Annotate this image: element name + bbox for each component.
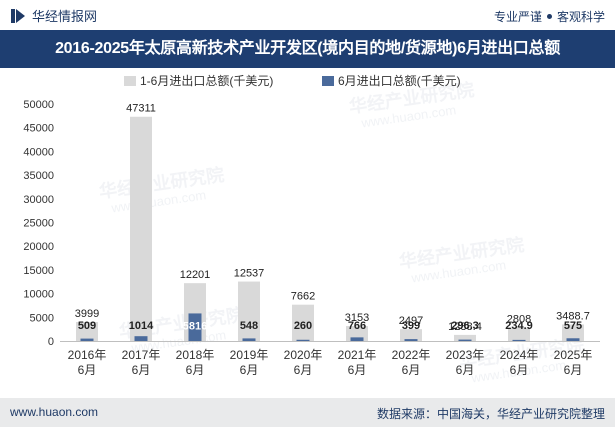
y-tick-label: 40000 (23, 146, 54, 158)
data-label-cumulative: 2808 (507, 314, 531, 326)
x-tick-label: 6月 (456, 363, 475, 377)
data-label-cumulative: 7662 (291, 291, 315, 303)
bar-monthly (242, 338, 256, 341)
x-tick-label: 6月 (564, 363, 583, 377)
title-bar: 2016-2025年太原高新技术产业开发区(境内目的地/货源地)6月进出口总额 (0, 30, 615, 68)
bar-cumulative (76, 322, 98, 341)
footer-source: 数据来源：中国海关，华经产业研究院整理 (376, 407, 605, 421)
data-label-cumulative: 12537 (234, 268, 265, 280)
y-tick-label: 15000 (23, 265, 54, 277)
x-tick-label: 6月 (240, 363, 259, 377)
data-label-monthly: 1014 (129, 320, 154, 332)
data-label-monthly: 234.9 (505, 320, 533, 332)
footer-bar: www.huaon.com 数据来源：中国海关，华经产业研究院整理 (0, 398, 615, 427)
legend-swatch (124, 76, 136, 86)
x-tick-label: 2021年 (338, 348, 377, 362)
x-tick-label: 2022年 (392, 348, 431, 362)
data-label-monthly: 296.3 (451, 320, 479, 332)
bar-cumulative (508, 327, 530, 341)
x-tick-label: 6月 (78, 363, 97, 377)
bar-chart: 华经产业研究院www.huaon.com华经产业研究院www.huaon.com… (23, 74, 600, 386)
y-tick-label: 20000 (23, 241, 54, 253)
bar-monthly (134, 336, 148, 341)
bar-cumulative (400, 329, 422, 341)
x-tick-label: 2016年 (68, 348, 107, 362)
x-tick-label: 2018年 (176, 348, 215, 362)
data-label-monthly: 260 (294, 320, 312, 332)
data-label-cumulative: 3488.7 (556, 310, 590, 322)
separator-dot-icon (546, 14, 552, 19)
bar-monthly (404, 339, 418, 341)
brand-name: 华经情报网 (32, 9, 98, 24)
bar-cumulative (292, 304, 314, 341)
data-label-cumulative: 3999 (75, 308, 99, 320)
data-label-monthly: 5816 (183, 320, 207, 332)
bar-cumulative (562, 324, 584, 341)
y-tick-label: 0 (48, 336, 54, 348)
x-tick-label: 2025年 (554, 348, 593, 362)
y-tick-label: 25000 (23, 218, 54, 230)
data-label-cumulative: 3153 (345, 312, 369, 324)
data-label-monthly: 548 (240, 320, 258, 332)
bar-monthly (566, 338, 580, 341)
x-tick-label: 6月 (348, 363, 367, 377)
x-tick-label: 2019年 (230, 348, 269, 362)
y-tick-label: 10000 (23, 289, 54, 301)
bar-monthly (296, 339, 310, 341)
y-tick-label: 5000 (30, 312, 54, 324)
x-tick-label: 2024年 (500, 348, 539, 362)
bar-monthly (188, 313, 202, 341)
legend-swatch (322, 76, 334, 86)
footer-website: www.huaon.com (10, 405, 99, 419)
x-tick-label: 2017年 (122, 348, 161, 362)
data-label-cumulative: 47311 (126, 103, 156, 115)
data-label-monthly: 399 (402, 320, 420, 332)
legend-label: 6月进出口总额(千美元) (338, 74, 461, 88)
data-label-cumulative: 2497 (399, 315, 423, 327)
top-bar: 华经情报网 专业严谨 客观科学 (0, 0, 615, 30)
chart-title: 2016-2025年太原高新技术产业开发区(境内目的地/货源地)6月进出口总额 (55, 40, 560, 57)
bar-cumulative (130, 116, 152, 341)
bar-cumulative (454, 334, 476, 341)
y-tick-label: 35000 (23, 170, 54, 182)
data-label-monthly: 766 (348, 320, 366, 332)
bar-cumulative (238, 281, 260, 341)
x-tick-label: 6月 (402, 363, 421, 377)
y-tick-label: 45000 (23, 123, 54, 135)
legend-label: 1-6月进出口总额(千美元) (140, 74, 273, 88)
x-tick-label: 6月 (510, 363, 529, 377)
slogan-tags: 专业严谨 客观科学 (494, 8, 605, 25)
x-tick-label: 6月 (186, 363, 205, 377)
data-label-monthly: 575 (564, 320, 582, 332)
tag-objective: 客观科学 (556, 10, 605, 24)
tag-professional: 专业严谨 (493, 10, 542, 24)
brand: 华经情报网 (10, 6, 97, 25)
data-label-cumulative: 1288.4 (448, 321, 482, 333)
data-label-cumulative: 12201 (180, 269, 211, 281)
bar-monthly (350, 337, 364, 341)
x-tick-label: 2023年 (446, 348, 485, 362)
data-label-monthly: 509 (78, 320, 96, 332)
x-tick-label: 2020年 (284, 348, 323, 362)
bar-cumulative (346, 326, 368, 341)
bar-monthly (512, 339, 526, 341)
y-tick-label: 50000 (23, 99, 54, 111)
bar-monthly (80, 338, 94, 341)
brand-logo-icon (11, 8, 25, 23)
x-tick-label: 6月 (294, 363, 313, 377)
x-tick-label: 6月 (132, 363, 151, 377)
bar-monthly (458, 339, 472, 341)
y-tick-label: 30000 (23, 194, 54, 206)
